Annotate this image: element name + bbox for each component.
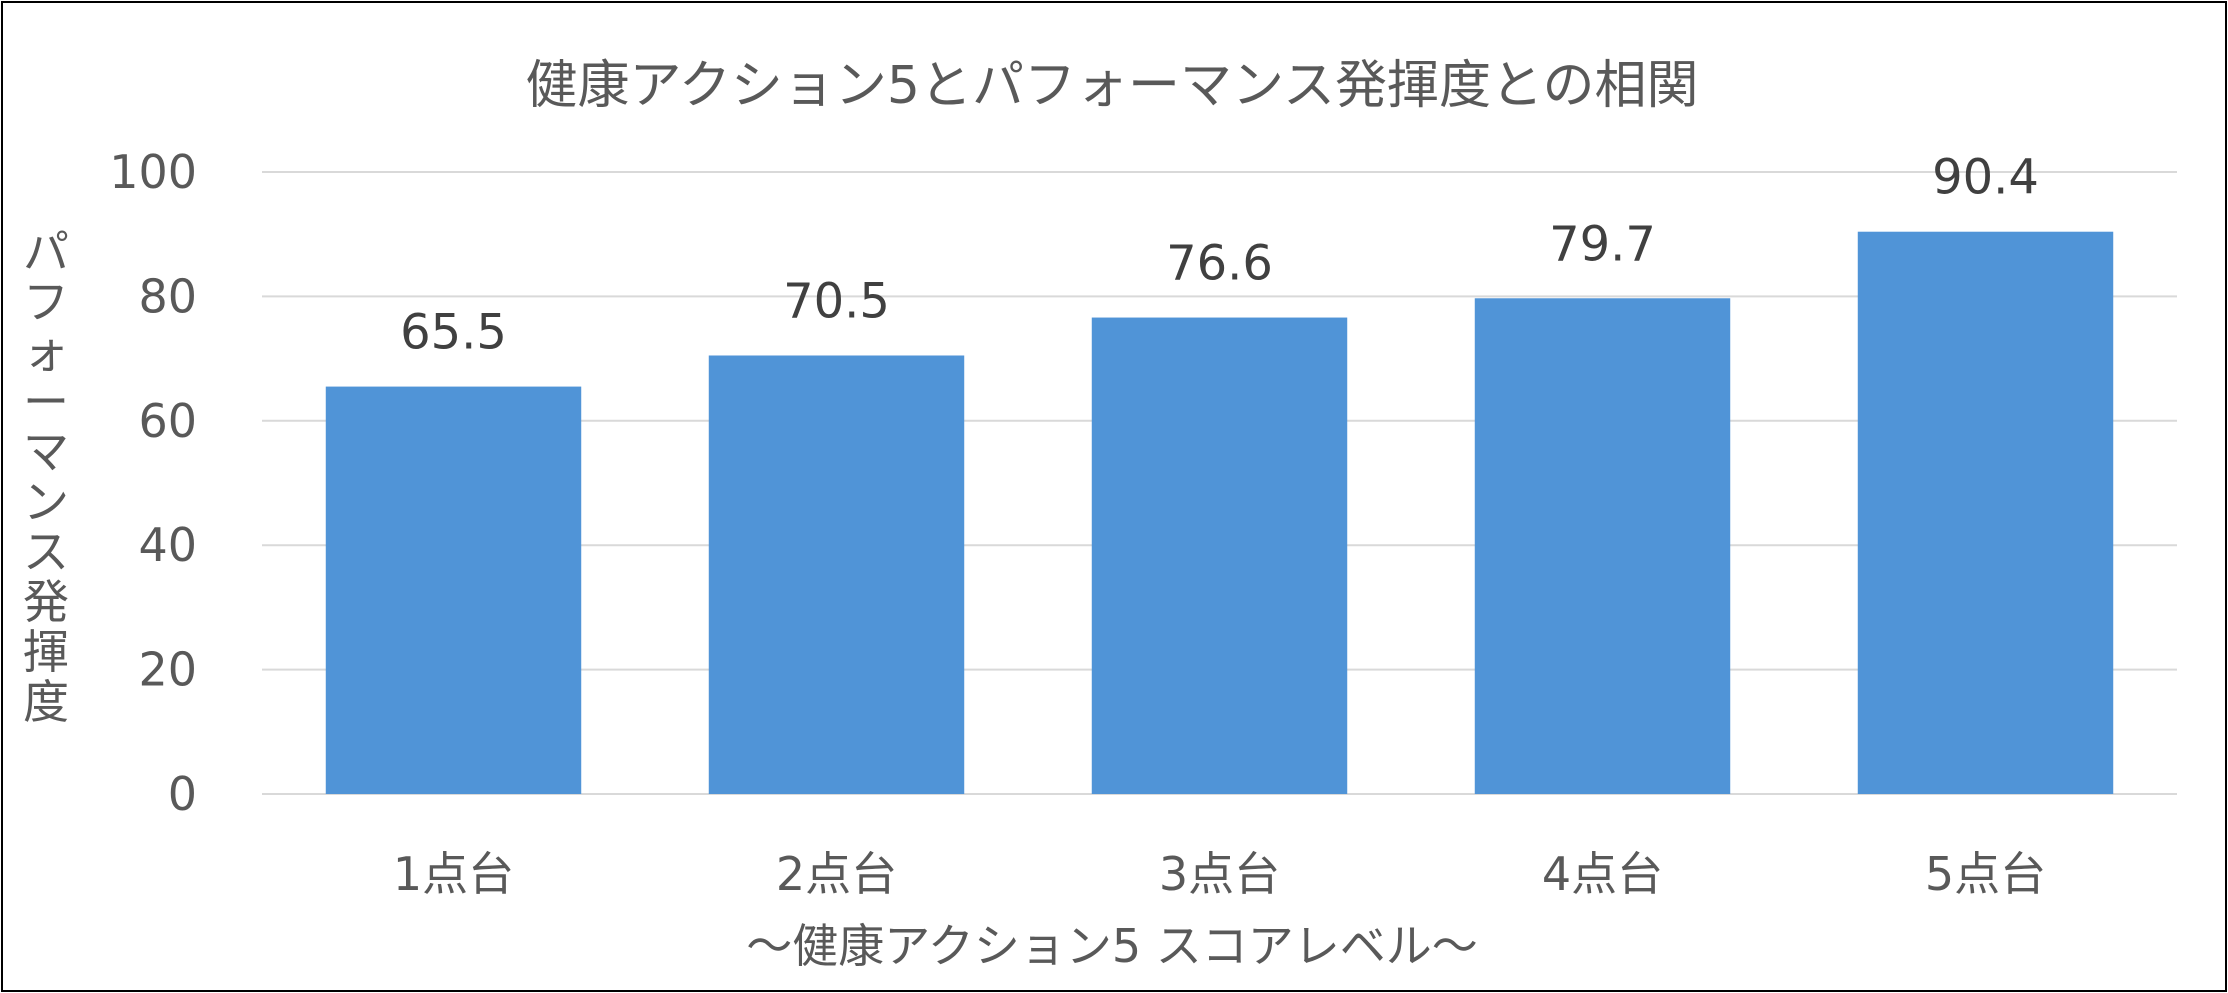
bar: [1857, 231, 2114, 794]
y-axis-title-char: ォ: [23, 325, 69, 379]
y-axis-title-char: 発: [23, 575, 69, 629]
y-axis-title-char: ン: [23, 475, 69, 529]
y-axis-title-char: ス: [23, 525, 69, 579]
chart-title: 健康アクション5とパフォーマンス発揮度との相関: [526, 56, 1699, 116]
y-axis-ticks: 0 20 40 60 80 100: [109, 145, 197, 821]
bar: [325, 386, 582, 794]
y-tick-label: 0: [168, 767, 197, 821]
x-axis-title: ～健康アクション5 スコアレベル～: [746, 919, 1478, 973]
y-tick-label: 100: [109, 145, 197, 199]
y-axis-title-char: マ: [23, 425, 69, 479]
y-axis-title-char: 揮: [23, 625, 69, 679]
y-axis-title-char: ー: [23, 375, 69, 429]
bar: [1474, 298, 1731, 794]
x-tick-label: 4点台: [1542, 847, 1663, 901]
y-axis-title-char: フ: [23, 275, 69, 329]
x-axis-ticks: 1点台 2点台 3点台 4点台 5点台: [393, 847, 2046, 901]
y-tick-label: 80: [138, 269, 197, 323]
x-tick-label: 3点台: [1159, 847, 1280, 901]
y-axis-title-char: パ: [23, 225, 69, 279]
bars: [325, 231, 2114, 794]
bar: [1091, 317, 1348, 794]
y-tick-label: 60: [138, 394, 197, 448]
data-label: 65.5: [400, 305, 507, 361]
y-axis-title-char: 度: [23, 675, 69, 729]
y-tick-label: 40: [138, 518, 197, 572]
bar: [708, 355, 965, 794]
data-labels: 65.5 70.5 76.6 79.7 90.4: [400, 150, 2039, 361]
data-label: 90.4: [1932, 150, 2039, 206]
x-tick-label: 2点台: [776, 847, 897, 901]
data-label: 79.7: [1549, 216, 1656, 272]
x-tick-label: 1点台: [393, 847, 514, 901]
y-axis-title: パフォーマンス発揮度: [23, 225, 69, 729]
y-tick-label: 20: [138, 643, 197, 697]
data-label: 70.5: [783, 273, 890, 329]
x-tick-label: 5点台: [1925, 847, 2046, 901]
data-label: 76.6: [1166, 236, 1273, 292]
